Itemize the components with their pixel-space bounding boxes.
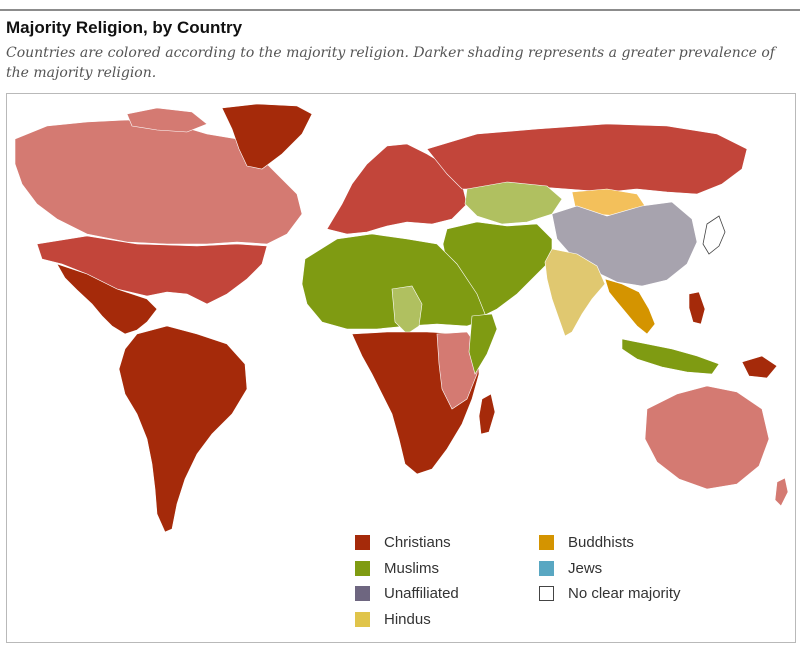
legend-item-jews: Jews — [539, 556, 681, 582]
region-india — [544, 248, 606, 337]
top-rule — [0, 9, 800, 11]
region-arctic-islands — [126, 107, 208, 133]
legend-label-hindus: Hindus — [384, 610, 431, 628]
legend-item-hindus: Hindus — [355, 607, 459, 633]
legend-swatch-christians — [355, 535, 370, 551]
world-map — [14, 103, 789, 533]
region-australia — [644, 385, 770, 490]
region-sahel — [391, 285, 423, 335]
legend-item-no-clear-majority: No clear majority — [539, 581, 681, 607]
world-map-frame — [6, 93, 796, 643]
region-japan — [702, 215, 726, 255]
region-southeast-asia — [604, 278, 656, 335]
legend-label-jews: Jews — [568, 559, 603, 577]
region-south-america — [118, 325, 248, 533]
region-madagascar — [478, 393, 496, 435]
page-subtitle: Countries are colored according to the m… — [6, 45, 775, 81]
region-indonesia — [621, 338, 720, 375]
legend-swatch-hindus — [355, 611, 370, 627]
region-russia — [426, 123, 748, 195]
legend-label-christians: Christians — [384, 534, 451, 552]
legend-swatch-buddhists — [539, 535, 554, 551]
legend-swatch-unaffiliated — [355, 586, 370, 602]
region-central-asia — [464, 181, 563, 225]
region-mexico — [56, 263, 158, 335]
legend-right-column: Buddhists Jews No clear majority — [539, 530, 681, 607]
region-png — [741, 355, 778, 379]
region-new-zealand — [774, 477, 789, 507]
legend-label-unaffiliated: Unaffiliated — [384, 585, 459, 603]
legend-swatch-jews — [539, 560, 554, 576]
legend: Christians Muslims Unaffiliated Hindus B… — [355, 530, 755, 640]
legend-item-buddhists: Buddhists — [539, 530, 681, 556]
region-philippines — [688, 291, 706, 325]
legend-item-unaffiliated: Unaffiliated — [355, 581, 459, 607]
region-north-africa — [301, 233, 488, 330]
legend-item-muslims: Muslims — [355, 556, 459, 582]
legend-item-christians: Christians — [355, 530, 459, 556]
legend-swatch-no-clear-majority — [539, 586, 554, 602]
legend-left-column: Christians Muslims Unaffiliated Hindus — [355, 530, 459, 632]
legend-swatch-muslims — [355, 560, 370, 576]
region-horn-africa — [468, 313, 498, 375]
legend-label-muslims: Muslims — [384, 559, 439, 577]
page-title: Majority Religion, by Country — [6, 18, 243, 37]
legend-label-no-clear-majority: No clear majority — [568, 585, 681, 603]
region-greenland — [221, 103, 313, 170]
legend-label-buddhists: Buddhists — [568, 534, 634, 552]
